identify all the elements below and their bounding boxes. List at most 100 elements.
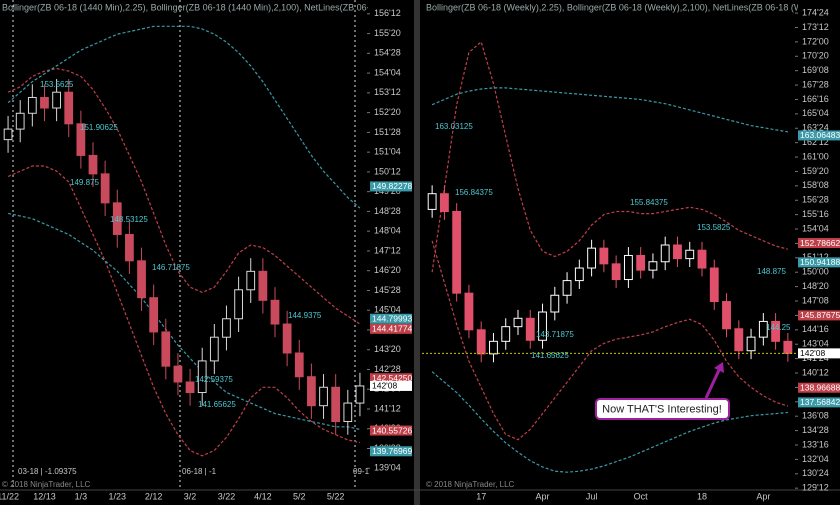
watermark: © 2018 NinjaTrader, LLC — [426, 480, 515, 489]
candle-body — [746, 336, 756, 352]
candle-body — [587, 247, 597, 269]
roll-note: 03-18 | -1.09375 — [18, 467, 77, 476]
x-tick-label: 1/23 — [109, 491, 127, 501]
candle-body — [685, 249, 695, 260]
price-marker-label: 150.94188 — [800, 257, 840, 267]
bollinger-band — [7, 25, 361, 209]
y-tick-label: 159'20 — [802, 166, 829, 176]
y-tick-label: 173'12 — [802, 22, 829, 32]
y-tick-label: 141'12 — [374, 403, 401, 413]
y-tick-label: 150'00 — [802, 267, 829, 277]
candle-body — [222, 318, 231, 338]
candle-body — [282, 323, 292, 354]
candle-body — [538, 311, 547, 341]
candle-body — [648, 261, 658, 271]
price-marker-label: 140.55726 — [372, 425, 412, 435]
y-tick-label: 151'04 — [374, 147, 401, 157]
candle-body — [197, 360, 207, 394]
price-marker — [798, 130, 840, 141]
candle-body — [270, 299, 280, 325]
candle-body — [76, 123, 86, 156]
y-tick-label: 143'20 — [374, 344, 401, 354]
x-tick-label: 12/13 — [33, 491, 56, 501]
y-tick-label: 153'12 — [374, 87, 401, 97]
netline-label: 155.84375 — [630, 198, 668, 207]
y-tick-label: 147'08 — [802, 295, 829, 305]
netline-label: 143.71875 — [536, 330, 574, 339]
price-marker — [370, 181, 412, 192]
candle-body — [623, 254, 633, 281]
price-marker-label: 142'08 — [800, 348, 826, 358]
y-tick-label: 144'16 — [802, 324, 829, 334]
candle-body — [294, 352, 304, 378]
candle-body — [137, 260, 146, 299]
candle-body — [709, 267, 719, 303]
candle-body — [100, 173, 110, 204]
price-marker-label: 142'08 — [372, 381, 398, 391]
y-tick-label: 142'28 — [374, 364, 401, 374]
x-tick-label: 4/12 — [254, 491, 272, 501]
candle-body — [673, 244, 682, 260]
candle-body — [307, 376, 316, 407]
annotation: Now THAT'S Interesting! — [595, 362, 730, 420]
netline-label: 148.875 — [757, 267, 786, 276]
x-tick-label: 3/22 — [218, 491, 236, 501]
x-tick-label: Apr — [756, 491, 770, 501]
candle-body — [562, 280, 572, 296]
price-marker — [798, 397, 840, 408]
panel: 153.5625 151.90625 149.875 148.53125 146.718… — [3, 25, 365, 457]
price-marker — [370, 446, 412, 457]
y-tick-label: 148'20 — [802, 281, 829, 291]
price-marker-label: 137.56842 — [800, 397, 840, 407]
netline-label: 141.65625 — [198, 400, 236, 409]
candle-body — [771, 320, 781, 342]
price-marker — [798, 310, 840, 321]
netline-label: 163.03125 — [435, 122, 473, 131]
y-tick-label: 148'28 — [374, 206, 401, 216]
x-tick-label: 17 — [476, 491, 486, 501]
y-tick-label: 156'28 — [802, 195, 829, 205]
netline-label: 144.25 — [766, 323, 791, 332]
y-tick-label: 158'08 — [802, 180, 829, 190]
y-tick-label: 145'04 — [374, 305, 401, 315]
bollinger-band — [431, 87, 789, 133]
y-tick-label: 154'04 — [802, 223, 829, 233]
candle-body — [734, 328, 744, 352]
candle-body — [501, 326, 511, 342]
y-tick-label: 130'24 — [802, 468, 829, 478]
bollinger-band — [431, 371, 788, 473]
candle-body — [258, 270, 268, 301]
y-tick-label: 170'20 — [802, 51, 829, 61]
price-marker — [798, 348, 840, 359]
candle-body — [209, 336, 219, 362]
x-tick-label: 2/12 — [145, 491, 163, 501]
candle-body — [758, 320, 768, 338]
y-tick-label: 172'00 — [802, 36, 829, 46]
x-tick-label: Jul — [586, 491, 598, 501]
candle-body — [185, 381, 195, 394]
y-tick-label: 154'28 — [374, 48, 401, 58]
y-tick-label: 147'12 — [374, 245, 401, 255]
candle-body — [27, 96, 37, 114]
candle-body — [3, 128, 13, 141]
netline-label: 141.65625 — [531, 351, 569, 360]
price-marker — [798, 257, 840, 268]
y-tick-label: 132'04 — [802, 454, 829, 464]
y-tick-label: 143'04 — [802, 339, 829, 349]
candle-body — [599, 247, 609, 265]
candle-body — [319, 386, 328, 407]
y-tick-label: 151'12 — [802, 252, 829, 262]
netline-label: 156.84375 — [455, 188, 493, 197]
y-tick-label: 133'16 — [802, 439, 829, 449]
watermark: © 2018 NinjaTrader, LLC — [2, 480, 91, 489]
netline-label: 151.90625 — [80, 123, 118, 132]
y-tick-label: 161'00 — [802, 151, 829, 161]
bollinger-band — [7, 165, 361, 457]
y-tick-label: 174'24 — [802, 7, 829, 17]
candle-body — [246, 270, 256, 291]
candle-body — [452, 210, 462, 294]
price-marker-label: 142.54250 — [372, 373, 412, 383]
y-tick-label: 140'12 — [802, 367, 829, 377]
y-tick-label: 154'04 — [374, 67, 401, 77]
